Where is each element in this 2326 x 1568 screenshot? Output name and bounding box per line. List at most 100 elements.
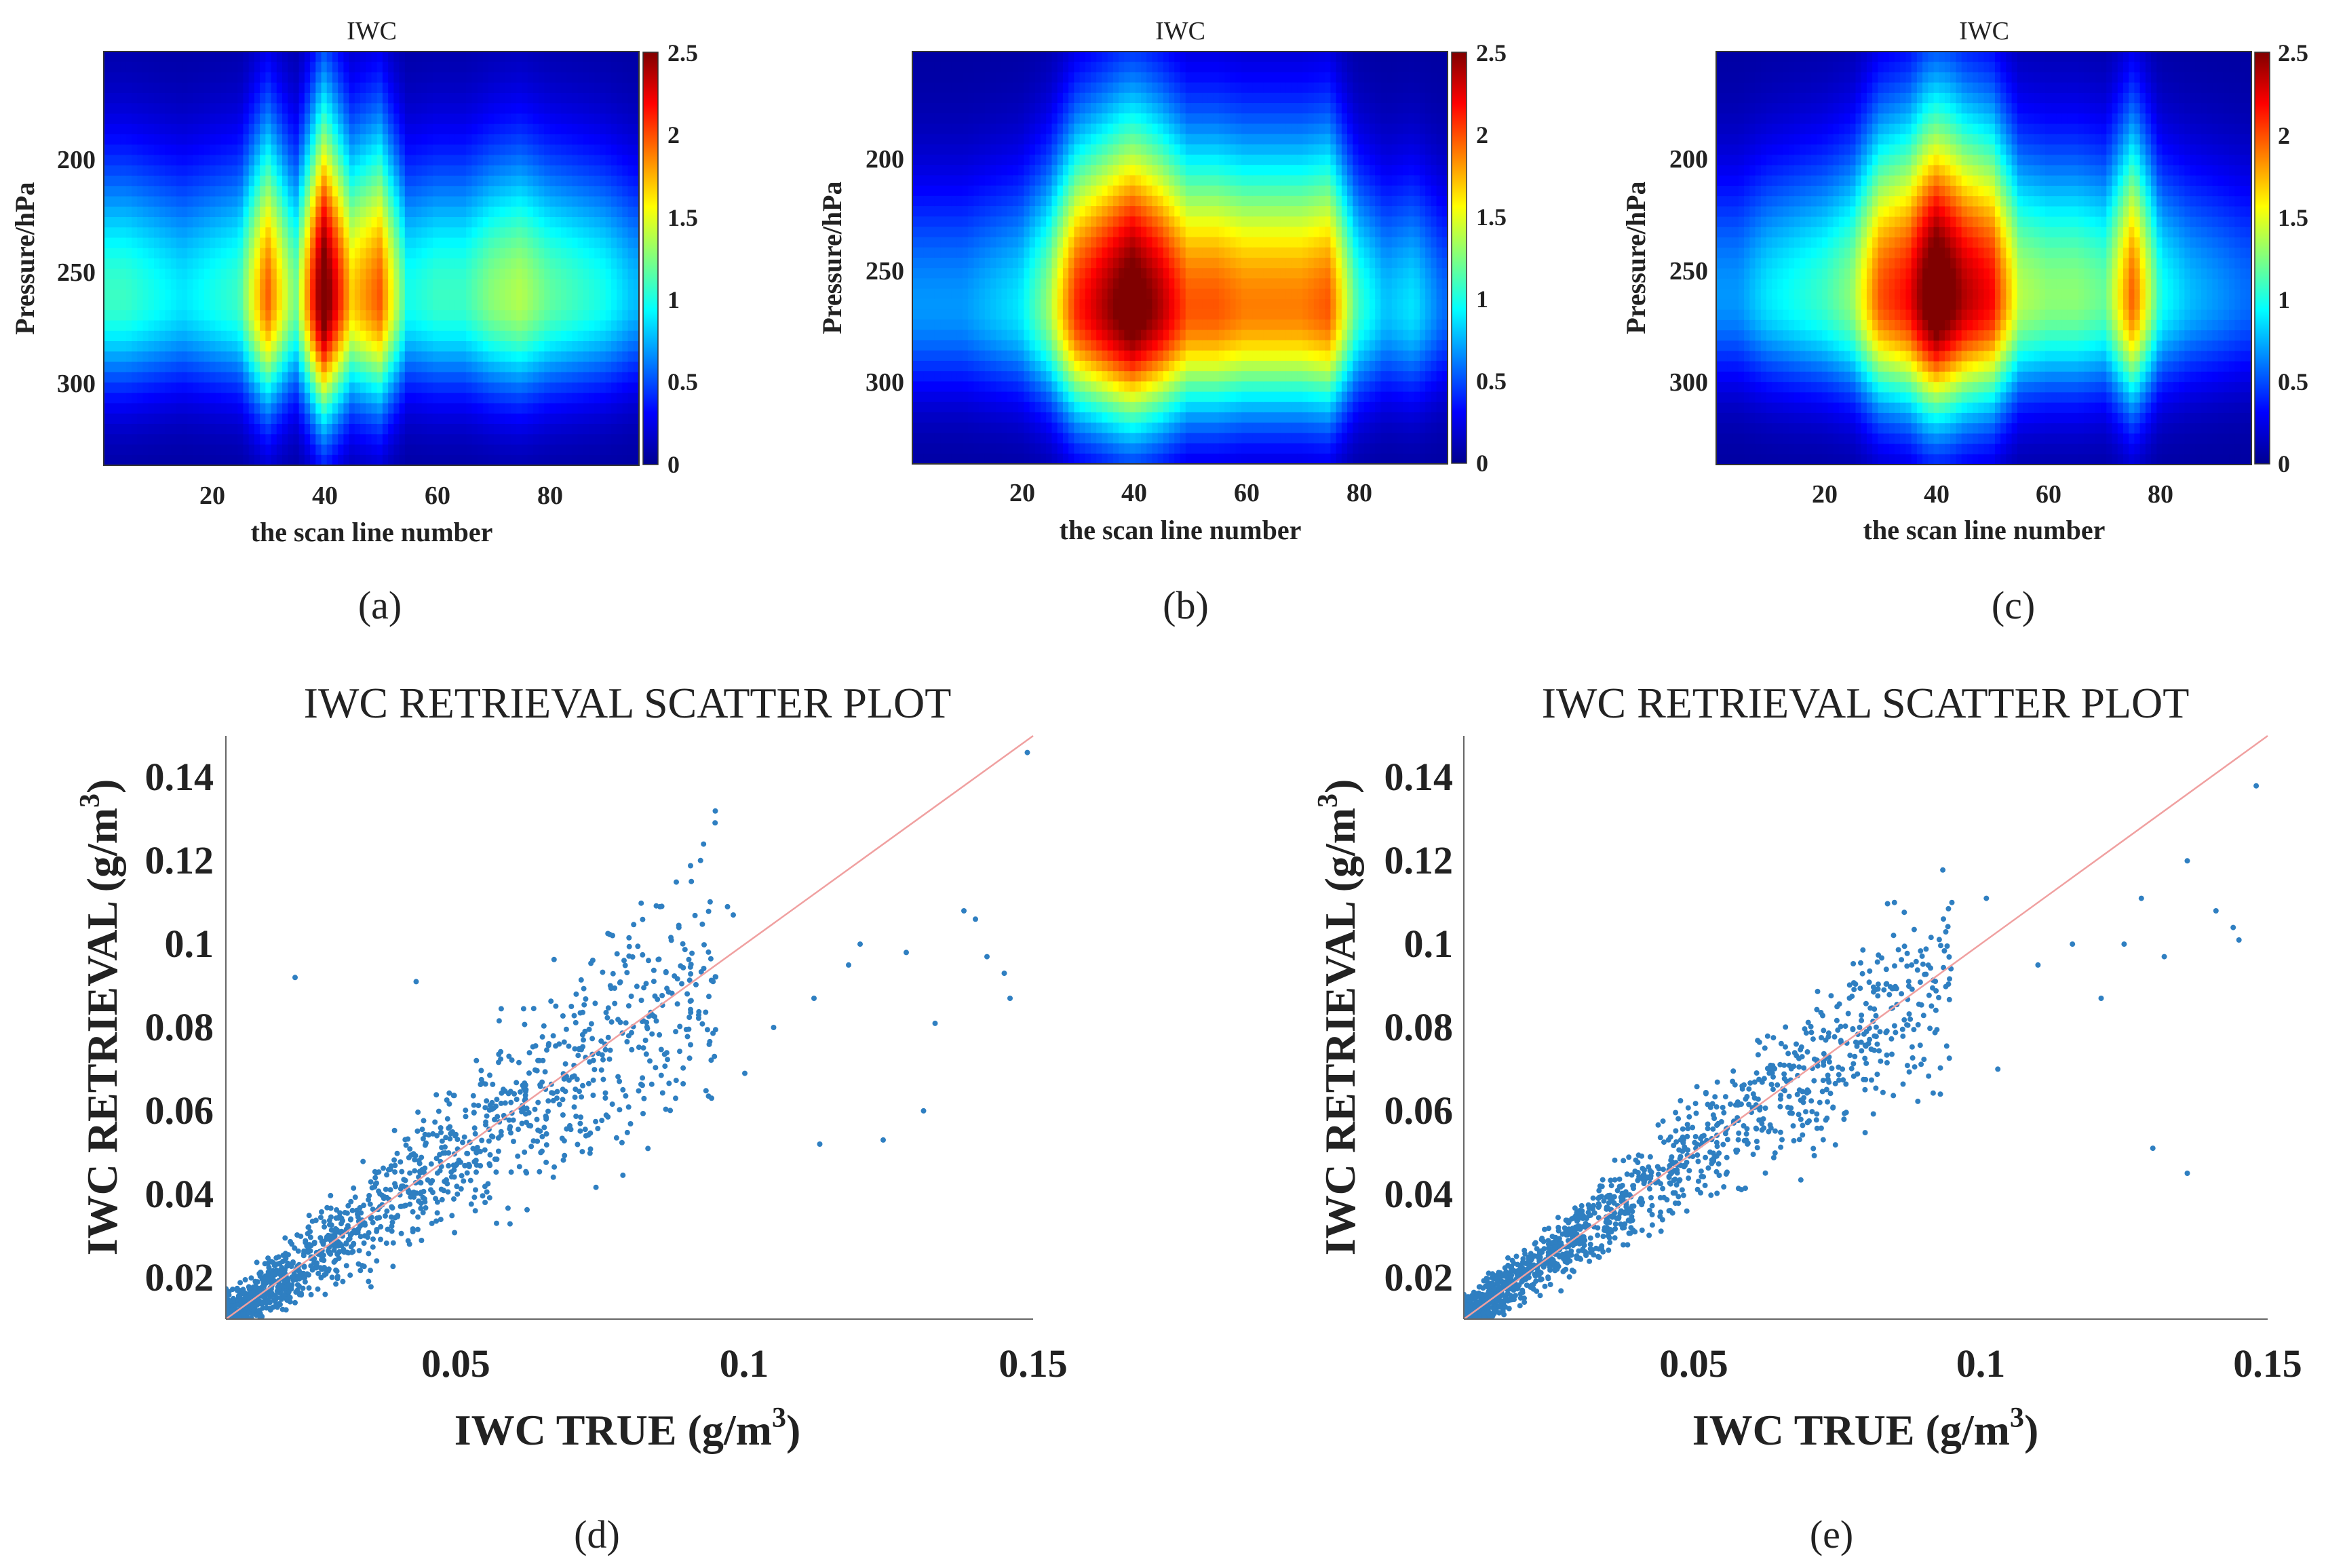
- heatmap-cell: [104, 217, 110, 228]
- heatmap-cell: [399, 269, 406, 280]
- heatmap-cell: [210, 155, 216, 166]
- heatmap-cell: [466, 341, 473, 352]
- heatmap-cell: [1012, 453, 1019, 464]
- heatmap-cell: [560, 72, 567, 83]
- heatmap-cell: [165, 454, 172, 465]
- heatmap-cell: [532, 372, 539, 383]
- heatmap-cell: [956, 319, 963, 330]
- heatmap-cell: [617, 310, 623, 321]
- heatmap-cell: [388, 372, 394, 383]
- heatmap-cell: [165, 258, 172, 269]
- heatmap-cell: [421, 155, 428, 166]
- heatmap-cell: [594, 413, 601, 425]
- heatmap-cell: [539, 269, 545, 280]
- heatmap-cell: [232, 300, 238, 311]
- heatmap-cell: [923, 381, 930, 393]
- heatmap-cell: [549, 372, 556, 383]
- heatmap-cell: [583, 237, 589, 249]
- heatmap-cell: [951, 381, 958, 393]
- heatmap-cell: [522, 237, 528, 249]
- heatmap-cell: [539, 444, 545, 456]
- heatmap-cell: [940, 453, 946, 464]
- heatmap-cell: [354, 454, 361, 465]
- heatmap-cell: [371, 341, 378, 352]
- heatmap-cell: [226, 300, 233, 311]
- heatmap-cell: [929, 123, 935, 135]
- heatmap-cell: [282, 351, 288, 363]
- heatmap-cell: [1051, 319, 1058, 330]
- heatmap-cell: [929, 185, 935, 197]
- heatmap-cell: [427, 320, 433, 332]
- heatmap-cell: [1057, 227, 1064, 238]
- heatmap-cell: [321, 300, 328, 311]
- heatmap-cell: [120, 165, 127, 176]
- heatmap-cell: [572, 351, 579, 363]
- heatmap-cell: [282, 444, 288, 456]
- heatmap-cell: [159, 176, 166, 187]
- heatmap-cell: [159, 300, 166, 311]
- heatmap-cell: [198, 403, 205, 414]
- heatmap-cell: [532, 227, 539, 239]
- heatmap-cell: [338, 351, 345, 363]
- heatmap-cell: [271, 351, 277, 363]
- heatmap-cell: [494, 237, 501, 249]
- heatmap-cell: [210, 330, 216, 342]
- heatmap-cell: [366, 413, 372, 425]
- heatmap-cell: [198, 134, 205, 145]
- heatmap-cell: [215, 134, 222, 145]
- heatmap-cell: [260, 144, 266, 156]
- heatmap-cell: [1062, 185, 1069, 197]
- heatmap-cell: [454, 113, 461, 125]
- heatmap-cell: [544, 258, 551, 269]
- heatmap-cell: [1007, 278, 1013, 290]
- heatmap-cell: [622, 330, 629, 342]
- heatmap-cell: [120, 82, 127, 94]
- heatmap-cell: [115, 444, 121, 456]
- heatmap-cell: [956, 144, 963, 155]
- heatmap-cell: [432, 206, 439, 218]
- heatmap-cell: [1051, 350, 1058, 361]
- heatmap-cell: [627, 103, 634, 115]
- heatmap-cell: [1034, 237, 1041, 248]
- heatmap-cell: [376, 310, 383, 321]
- heatmap-cell: [1068, 113, 1074, 124]
- heatmap-cell: [583, 403, 589, 414]
- heatmap-cell: [109, 413, 116, 425]
- heatmap-cell: [494, 269, 501, 280]
- heatmap-cell: [1034, 309, 1041, 320]
- heatmap-cell: [1029, 371, 1036, 382]
- heatmap-cell: [946, 319, 952, 330]
- heatmap-cell: [393, 123, 400, 135]
- heatmap-cell: [923, 319, 930, 330]
- heatmap-cell: [466, 258, 473, 269]
- heatmap-cell: [115, 144, 121, 156]
- heatmap-cell: [298, 72, 305, 83]
- heatmap-cell: [505, 454, 511, 465]
- heatmap-cell: [220, 444, 227, 456]
- heatmap-cell: [1041, 247, 1047, 258]
- heatmap-cell: [1062, 278, 1069, 290]
- heatmap-cell: [454, 103, 461, 115]
- heatmap-cell: [132, 320, 138, 332]
- heatmap-cell: [610, 372, 617, 383]
- heatmap-cell: [449, 341, 456, 352]
- heatmap-cell: [215, 186, 222, 197]
- heatmap-cell: [237, 248, 244, 259]
- heatmap-cell: [532, 52, 539, 62]
- heatmap-cell: [1041, 288, 1047, 300]
- heatmap-cell: [132, 300, 138, 311]
- heatmap-cell: [589, 113, 595, 125]
- heatmap-cell: [956, 268, 963, 279]
- heatmap-cell: [973, 298, 980, 310]
- heatmap-cell: [929, 401, 935, 413]
- heatmap-cell: [304, 403, 311, 414]
- heatmap-cell: [254, 393, 260, 404]
- heatmap-cell: [951, 103, 958, 114]
- heatmap-cell: [343, 351, 350, 363]
- heatmap-cell: [388, 424, 394, 435]
- heatmap-cell: [187, 52, 194, 62]
- heatmap-cell: [115, 217, 121, 228]
- heatmap-cell: [589, 444, 595, 456]
- heatmap-cell: [371, 351, 378, 363]
- heatmap-cell: [979, 216, 986, 227]
